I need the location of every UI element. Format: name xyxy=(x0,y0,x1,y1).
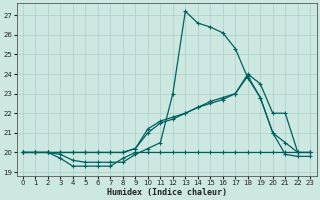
X-axis label: Humidex (Indice chaleur): Humidex (Indice chaleur) xyxy=(107,188,227,197)
